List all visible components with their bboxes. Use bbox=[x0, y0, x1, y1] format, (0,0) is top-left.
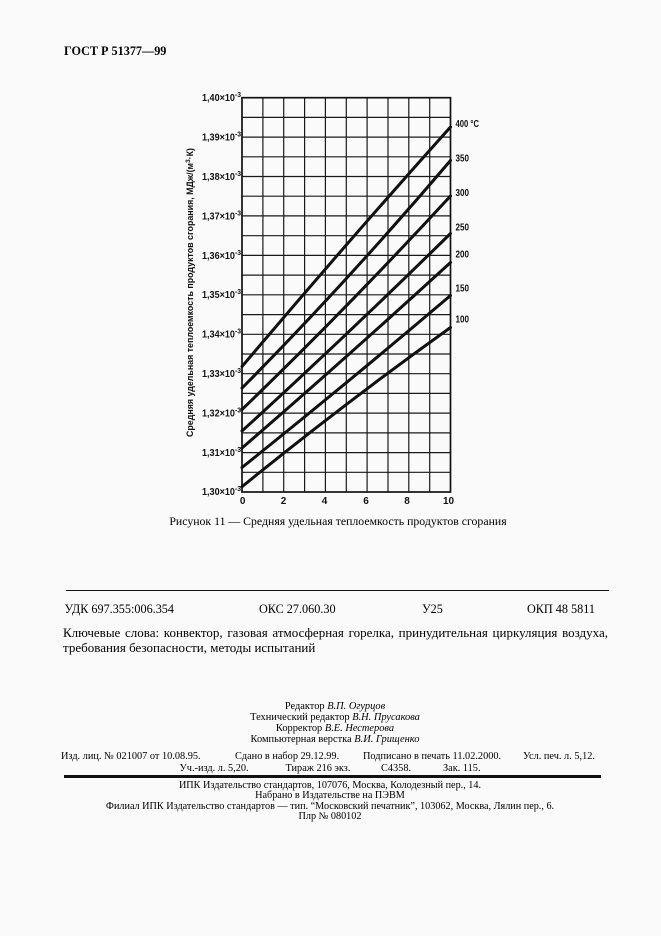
svg-text:1,39×10-3: 1,39×10-3 bbox=[202, 130, 241, 144]
svg-text:6: 6 bbox=[363, 496, 369, 507]
svg-text:1,37×10-3: 1,37×10-3 bbox=[202, 208, 241, 222]
svg-text:150: 150 bbox=[456, 284, 470, 295]
svg-text:1,34×10-3: 1,34×10-3 bbox=[202, 327, 241, 341]
svg-text:1,36×10-3: 1,36×10-3 bbox=[202, 248, 241, 262]
svg-text:400 °C: 400 °C bbox=[456, 119, 480, 130]
svg-text:2: 2 bbox=[281, 496, 287, 507]
svg-text:1,40×10-3: 1,40×10-3 bbox=[202, 90, 241, 104]
svg-text:1,30×10-3: 1,30×10-3 bbox=[202, 484, 241, 498]
svg-text:1,35×10-3: 1,35×10-3 bbox=[202, 287, 241, 301]
svg-text:0: 0 bbox=[240, 496, 246, 507]
svg-text:100: 100 bbox=[456, 315, 470, 326]
svg-text:1,31×10-3: 1,31×10-3 bbox=[202, 445, 241, 459]
svg-text:1,38×10-3: 1,38×10-3 bbox=[202, 169, 241, 183]
svg-text:8: 8 bbox=[404, 496, 410, 507]
svg-text:10: 10 bbox=[443, 496, 455, 507]
svg-text:250: 250 bbox=[456, 223, 470, 234]
svg-text:1,33×10-3: 1,33×10-3 bbox=[202, 366, 241, 380]
svg-text:300: 300 bbox=[456, 188, 470, 199]
svg-text:4: 4 bbox=[322, 496, 328, 507]
svg-text:Средняя удельная теплоемкость: Средняя удельная теплоемкость продуктов … bbox=[185, 148, 195, 437]
svg-text:1,32×10-3: 1,32×10-3 bbox=[202, 405, 241, 419]
svg-text:200: 200 bbox=[456, 250, 470, 261]
svg-text:350: 350 bbox=[456, 154, 470, 165]
